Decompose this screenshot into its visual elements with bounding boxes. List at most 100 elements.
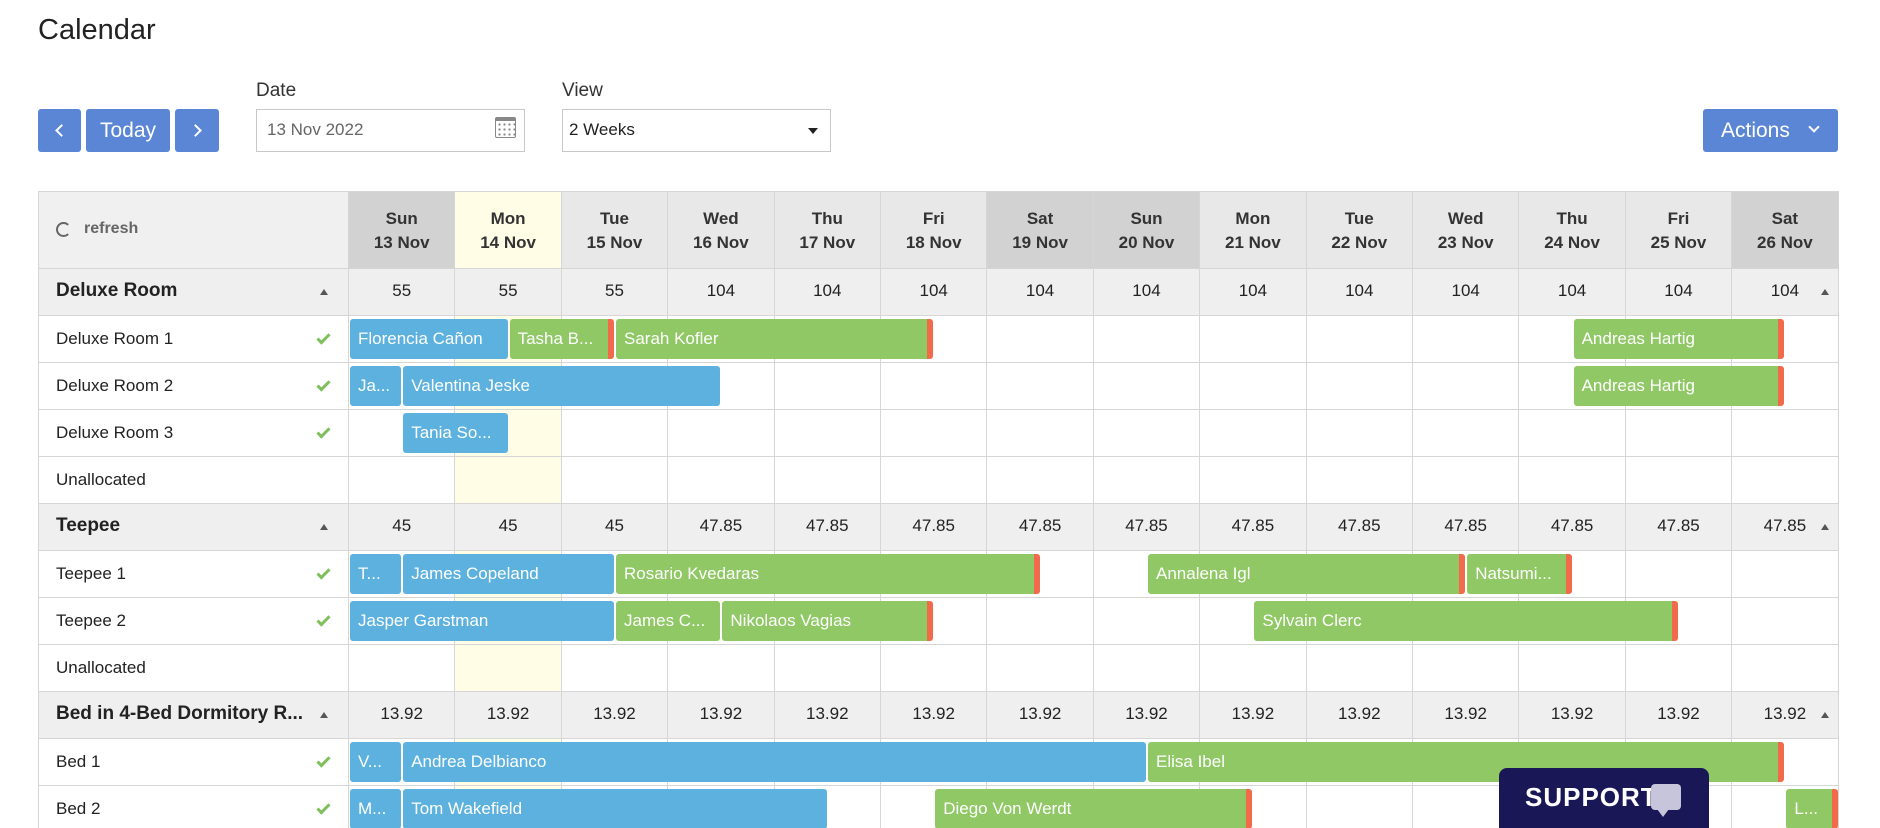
day-cell[interactable] bbox=[1413, 457, 1520, 504]
rate-cell[interactable]: 47.85 bbox=[1093, 504, 1201, 551]
day-cell[interactable] bbox=[881, 645, 988, 692]
day-cell[interactable] bbox=[1413, 316, 1520, 363]
rate-cell[interactable]: 13.92 bbox=[1625, 692, 1733, 739]
rate-cell[interactable]: 47.85 bbox=[1413, 504, 1520, 551]
actions-button[interactable]: Actions bbox=[1703, 109, 1838, 152]
next-button[interactable] bbox=[175, 109, 219, 152]
collapse-caret-icon[interactable] bbox=[1821, 289, 1829, 295]
day-cell[interactable] bbox=[1093, 645, 1201, 692]
rate-cell[interactable]: 13.92 bbox=[349, 692, 456, 739]
room-type-name[interactable]: Bed in 4-Bed Dormitory R... bbox=[38, 692, 349, 739]
booking-bar[interactable]: L... bbox=[1786, 789, 1838, 828]
day-cell[interactable] bbox=[1625, 551, 1733, 598]
rate-cell[interactable]: 47.85 bbox=[987, 504, 1094, 551]
day-cell[interactable] bbox=[1732, 457, 1839, 504]
booking-bar[interactable]: Sarah Kofler bbox=[616, 319, 934, 359]
booking-bar[interactable]: Tania So... bbox=[403, 413, 508, 453]
rate-cell[interactable]: 104 bbox=[987, 269, 1094, 316]
day-cell[interactable] bbox=[1625, 410, 1733, 457]
rate-cell[interactable]: 55 bbox=[349, 269, 456, 316]
day-cell[interactable] bbox=[774, 645, 881, 692]
day-cell[interactable] bbox=[1200, 645, 1307, 692]
booking-bar[interactable]: V... bbox=[350, 742, 402, 782]
rate-cell[interactable]: 104 bbox=[1732, 269, 1839, 316]
rate-cell[interactable]: 104 bbox=[1625, 269, 1733, 316]
day-cell[interactable] bbox=[1200, 316, 1307, 363]
booking-bar[interactable]: Rosario Kvedaras bbox=[616, 554, 1040, 594]
day-cell[interactable] bbox=[349, 645, 456, 692]
previous-button[interactable] bbox=[38, 109, 81, 152]
day-cell[interactable] bbox=[1413, 645, 1520, 692]
collapse-caret-icon[interactable] bbox=[320, 289, 328, 295]
day-cell[interactable] bbox=[1519, 410, 1626, 457]
today-button[interactable]: Today bbox=[86, 109, 170, 152]
rate-cell[interactable]: 13.92 bbox=[1413, 692, 1520, 739]
day-cell[interactable] bbox=[1732, 645, 1839, 692]
rate-cell[interactable]: 13.92 bbox=[1200, 692, 1307, 739]
booking-bar[interactable]: Andrea Delbianco bbox=[403, 742, 1146, 782]
rate-cell[interactable]: 104 bbox=[1413, 269, 1520, 316]
calendar-icon[interactable] bbox=[495, 117, 516, 138]
day-cell[interactable] bbox=[881, 363, 988, 410]
rate-cell[interactable]: 47.85 bbox=[774, 504, 881, 551]
day-cell[interactable] bbox=[987, 363, 1094, 410]
day-cell[interactable] bbox=[1732, 410, 1839, 457]
day-cell[interactable] bbox=[987, 316, 1094, 363]
day-cell[interactable] bbox=[881, 457, 988, 504]
day-cell[interactable] bbox=[561, 645, 669, 692]
day-cell[interactable] bbox=[1200, 410, 1307, 457]
day-cell[interactable] bbox=[349, 457, 456, 504]
rate-cell[interactable]: 45 bbox=[349, 504, 456, 551]
day-cell[interactable] bbox=[1413, 410, 1520, 457]
rate-cell[interactable]: 47.85 bbox=[1306, 504, 1413, 551]
day-cell[interactable] bbox=[1306, 363, 1413, 410]
collapse-caret-icon[interactable] bbox=[320, 524, 328, 530]
rate-cell[interactable]: 47.85 bbox=[1732, 504, 1839, 551]
day-cell[interactable] bbox=[1519, 645, 1626, 692]
booking-bar[interactable]: Florencia Cañon bbox=[350, 319, 508, 359]
booking-bar[interactable]: T... bbox=[350, 554, 402, 594]
rate-cell[interactable]: 55 bbox=[455, 269, 562, 316]
booking-bar[interactable]: Annalena Igl bbox=[1148, 554, 1466, 594]
booking-bar[interactable]: Ja... bbox=[350, 366, 402, 406]
collapse-caret-icon[interactable] bbox=[320, 712, 328, 718]
day-cell[interactable] bbox=[1519, 457, 1626, 504]
refresh-icon[interactable] bbox=[56, 222, 71, 237]
day-cell[interactable] bbox=[1306, 786, 1413, 828]
day-cell[interactable] bbox=[455, 457, 562, 504]
day-cell[interactable] bbox=[1625, 645, 1733, 692]
booking-bar[interactable]: Jasper Garstman bbox=[350, 601, 614, 641]
day-cell[interactable] bbox=[1306, 457, 1413, 504]
rate-cell[interactable]: 47.85 bbox=[881, 504, 988, 551]
day-cell[interactable] bbox=[774, 363, 881, 410]
booking-bar[interactable]: M... bbox=[350, 789, 402, 828]
rate-cell[interactable]: 104 bbox=[774, 269, 881, 316]
booking-bar[interactable]: Sylvain Clerc bbox=[1254, 601, 1678, 641]
day-cell[interactable] bbox=[1306, 410, 1413, 457]
rate-cell[interactable]: 13.92 bbox=[1093, 692, 1201, 739]
day-cell[interactable] bbox=[987, 645, 1094, 692]
booking-bar[interactable]: James Copeland bbox=[403, 554, 614, 594]
day-cell[interactable] bbox=[774, 457, 881, 504]
day-cell[interactable] bbox=[1093, 363, 1201, 410]
rate-cell[interactable]: 104 bbox=[1093, 269, 1201, 316]
rate-cell[interactable]: 13.92 bbox=[561, 692, 669, 739]
day-cell[interactable] bbox=[1093, 598, 1201, 645]
day-cell[interactable] bbox=[1200, 457, 1307, 504]
rate-cell[interactable]: 13.92 bbox=[1306, 692, 1413, 739]
booking-bar[interactable]: Tom Wakefield bbox=[403, 789, 827, 828]
booking-bar[interactable]: Tasha B... bbox=[509, 319, 614, 359]
room-type-name[interactable]: Deluxe Room bbox=[38, 269, 349, 316]
rate-cell[interactable]: 13.92 bbox=[881, 692, 988, 739]
rate-cell[interactable]: 13.92 bbox=[987, 692, 1094, 739]
booking-bar[interactable]: Valentina Jeske bbox=[403, 366, 721, 406]
day-cell[interactable] bbox=[1413, 363, 1520, 410]
rate-cell[interactable]: 13.92 bbox=[668, 692, 775, 739]
rate-cell[interactable]: 13.92 bbox=[1732, 692, 1839, 739]
rate-cell[interactable]: 13.92 bbox=[1519, 692, 1626, 739]
booking-bar[interactable]: Natsumi... bbox=[1467, 554, 1572, 594]
rate-cell[interactable]: 47.85 bbox=[1625, 504, 1733, 551]
rate-cell[interactable]: 47.85 bbox=[668, 504, 775, 551]
day-cell[interactable] bbox=[561, 457, 669, 504]
view-select[interactable]: 2 Weeks bbox=[562, 109, 831, 152]
